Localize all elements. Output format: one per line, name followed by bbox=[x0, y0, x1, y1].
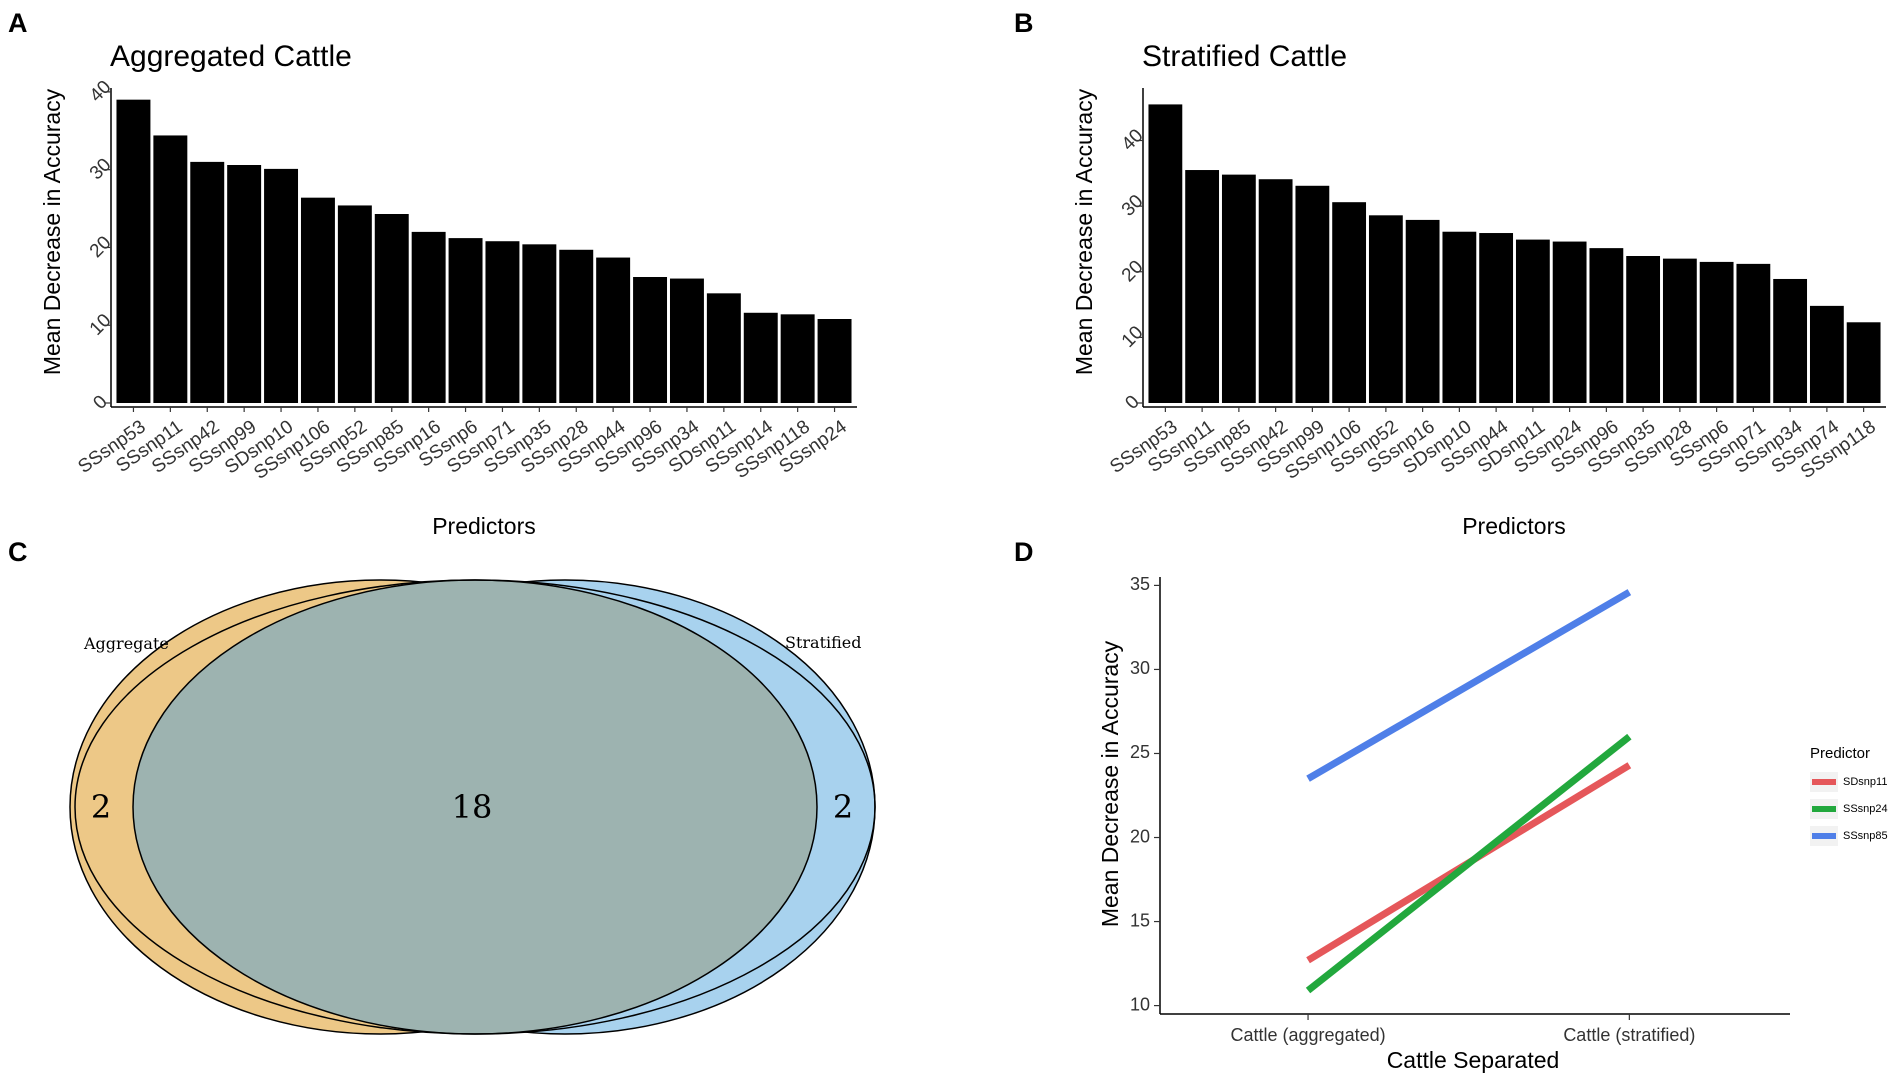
panel-a-plot: 010203040SSsnp53SSsnp11SSsnp42SSsnp99SDs… bbox=[74, 77, 857, 484]
legend-label-SSsnp24: SSsnp24 bbox=[1843, 803, 1888, 815]
legend-items: SDsnp11 SSsnp24 SSsnp85 bbox=[1810, 772, 1888, 846]
panel-b-bar-SSsnp99 bbox=[1295, 185, 1330, 403]
panel-b-bar-SSsnp53 bbox=[1148, 104, 1183, 403]
panel-b-label: B bbox=[1014, 8, 1034, 38]
panel-c-label: C bbox=[8, 537, 28, 567]
panel-b-bar-SSsnp96 bbox=[1589, 248, 1624, 403]
panel-a-bar-SSsnp44 bbox=[596, 257, 631, 403]
panel-a-bar-SSsnp16 bbox=[411, 231, 446, 403]
panel-d-label: D bbox=[1014, 537, 1034, 567]
panel-b-plot: 010203040SSsnp53SSsnp11SSsnp85SSsnp42SSs… bbox=[1106, 88, 1886, 484]
venn-stratified-label: Stratified bbox=[785, 633, 862, 652]
panel-d-xtick-label: Cattle (stratified) bbox=[1563, 1025, 1695, 1045]
panel-d-series-SSsnp24 bbox=[1305, 733, 1632, 994]
venn-aggregate-label: Aggregate bbox=[83, 634, 169, 653]
legend-label-SDsnp11: SDsnp11 bbox=[1843, 776, 1887, 788]
panel-a-bar-SSsnp35 bbox=[522, 244, 557, 403]
panel-b-bar-SSsnp6 bbox=[1699, 261, 1734, 403]
panel-d-series-SSsnp85 bbox=[1306, 589, 1632, 782]
panel-a-bar-SSsnp34 bbox=[669, 278, 704, 403]
panel-a-bar-SSsnp52 bbox=[337, 205, 372, 403]
panel-a-title: Aggregated Cattle bbox=[110, 40, 352, 73]
panel-d-ytick-label: 15 bbox=[1130, 910, 1150, 930]
panel-a-bar-SSsnp24 bbox=[817, 319, 852, 403]
panel-d-ytick-label: 25 bbox=[1130, 742, 1150, 762]
panel-a-bar-SSsnp53 bbox=[116, 99, 151, 404]
legend-label-SSsnp85: SSsnp85 bbox=[1843, 830, 1888, 842]
venn-overlap-count: 18 bbox=[452, 788, 493, 826]
panel-b-title: Stratified Cattle bbox=[1142, 40, 1347, 73]
panel-d-ylabel: Mean Decrease in Accuracy bbox=[1097, 640, 1123, 927]
panel-a: A Aggregated Cattle Predictors Mean Decr… bbox=[8, 8, 857, 539]
panel-a-bar-SSsnp42 bbox=[190, 161, 225, 403]
panel-d: D Cattle Separated Mean Decrease in Accu… bbox=[1014, 537, 1888, 1073]
panel-d-legend: Predictor SDsnp11 SSsnp24 SSsnp85 bbox=[1810, 745, 1888, 846]
venn-outer-outline bbox=[74, 579, 876, 1035]
panel-b-bar-SSsnp24 bbox=[1552, 241, 1587, 403]
venn-stratified-only-count: 2 bbox=[833, 788, 853, 826]
panel-c: C Aggregate Stratified 2 18 2 bbox=[8, 537, 876, 1035]
panel-a-bar-SSsnp85 bbox=[374, 214, 409, 403]
legend-title: Predictor bbox=[1810, 745, 1870, 762]
panel-a-xlabel: Predictors bbox=[432, 513, 536, 539]
panel-a-bar-SDsnp10 bbox=[264, 168, 299, 403]
panel-b-bar-SSsnp106 bbox=[1332, 202, 1367, 403]
panel-d-ytick-label: 20 bbox=[1130, 826, 1150, 846]
venn-diagram bbox=[69, 579, 876, 1035]
panel-a-label: A bbox=[8, 8, 28, 38]
panel-a-bar-SSsnp96 bbox=[633, 277, 668, 403]
panel-a-bar-SSsnp28 bbox=[559, 249, 594, 403]
panel-a-bar-SSsnp106 bbox=[300, 197, 335, 403]
panel-b-bar-SSsnp71 bbox=[1736, 263, 1771, 403]
panel-d-ytick-label: 10 bbox=[1130, 994, 1150, 1014]
panel-b-bar-SSsnp28 bbox=[1662, 258, 1697, 403]
panel-a-bar-SSsnp99 bbox=[227, 165, 262, 403]
venn-overlap-region bbox=[133, 580, 817, 1034]
venn-aggregate-only-count: 2 bbox=[91, 788, 111, 826]
panel-d-plot: 10 15 20 25 30 35 Cattle (aggregated) Cattle (s… bbox=[1130, 574, 1790, 1045]
panel-a-bar-SSsnp118 bbox=[780, 314, 815, 403]
panel-b-bar-SSsnp42 bbox=[1258, 179, 1293, 403]
panel-d-ytick-label: 30 bbox=[1130, 658, 1150, 678]
panel-a-bar-SSsnp71 bbox=[485, 241, 520, 403]
panel-a-ylabel: Mean Decrease in Accuracy bbox=[39, 88, 65, 375]
panel-b-bar-SDsnp10 bbox=[1442, 231, 1477, 403]
panel-b-bar-SSsnp34 bbox=[1773, 278, 1808, 403]
panel-b-xlabel: Predictors bbox=[1462, 513, 1566, 539]
panel-b-bar-SSsnp11 bbox=[1185, 170, 1220, 403]
panel-b-bar-SSsnp44 bbox=[1479, 233, 1514, 403]
panel-b-bar-SSsnp16 bbox=[1405, 219, 1440, 403]
panel-a-bar-SSsnp6 bbox=[448, 238, 483, 403]
panel-b-bar-SSsnp52 bbox=[1368, 215, 1403, 403]
panel-b-bar-SSsnp35 bbox=[1626, 256, 1661, 403]
panel-a-bar-SSsnp14 bbox=[743, 312, 778, 403]
panel-a-bar-SDsnp11 bbox=[706, 293, 741, 403]
panel-b-bar-SSsnp85 bbox=[1221, 174, 1256, 403]
panel-b-ylabel: Mean Decrease in Accuracy bbox=[1071, 88, 1097, 375]
panel-a-bar-SSsnp11 bbox=[153, 135, 188, 403]
panel-d-ytick-label: 35 bbox=[1130, 574, 1150, 594]
panel-b-bar-SSsnp74 bbox=[1809, 305, 1844, 403]
panel-b-bar-SDsnp11 bbox=[1515, 239, 1550, 403]
panel-b-bar-SSsnp118 bbox=[1846, 322, 1881, 403]
panel-b: B Stratified Cattle Predictors Mean Decr… bbox=[1014, 8, 1886, 539]
panel-d-xtick-label: Cattle (aggregated) bbox=[1231, 1025, 1386, 1045]
panel-d-xlabel: Cattle Separated bbox=[1387, 1047, 1560, 1073]
